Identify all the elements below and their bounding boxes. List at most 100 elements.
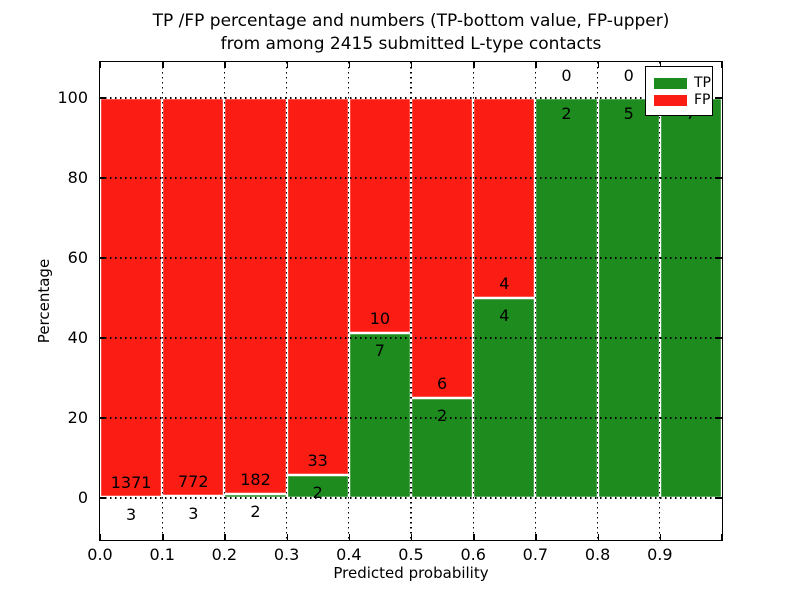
- fp-bar-segment: [286, 98, 349, 476]
- fp-legend-label: FP: [694, 92, 711, 108]
- tp-count-label: 4: [499, 306, 510, 325]
- fp-bar-segment: [162, 98, 225, 497]
- x-tick-mark: [535, 62, 537, 68]
- x-axis-label: Predicted probability: [333, 564, 489, 582]
- tp-count-label: 3: [126, 505, 137, 525]
- fp-legend-swatch: [654, 94, 687, 106]
- x-tick-label: 0.2: [211, 545, 238, 564]
- x-tick-mark: [286, 534, 288, 540]
- x-tick-label: 0.5: [398, 545, 424, 564]
- v-gridline: [596, 62, 599, 540]
- y-tick-label: 100: [57, 88, 88, 107]
- v-gridline: [285, 62, 288, 540]
- y-tick-mark: [100, 497, 106, 499]
- x-tick-label: 0.1: [149, 545, 175, 564]
- fp-count-label: 10: [369, 309, 391, 329]
- x-tick-mark: [348, 62, 351, 68]
- chart-title-line2: from among 2415 submitted L-type contact…: [220, 34, 602, 54]
- x-tick-mark: [224, 62, 226, 68]
- v-gridline: [161, 62, 163, 540]
- x-tick-label: 0.9: [647, 545, 673, 564]
- y-tick-mark: [100, 97, 106, 99]
- tp-bar-segment: [224, 493, 287, 498]
- x-tick-mark: [100, 534, 102, 540]
- x-tick-mark: [162, 534, 164, 540]
- v-gridline: [534, 62, 537, 540]
- x-tick-mark: [720, 534, 722, 540]
- tp-bar-segment: [348, 333, 411, 498]
- fp-count-label: 0: [561, 66, 572, 85]
- x-tick-mark: [659, 62, 662, 68]
- y-tick-label: 20: [67, 408, 88, 427]
- tp-bar-segment: [659, 98, 722, 498]
- y-tick-mark: [716, 177, 722, 179]
- tp-count-label: 7: [374, 341, 385, 361]
- tp-legend-label: TP: [694, 75, 711, 91]
- x-tick-mark: [411, 62, 413, 68]
- y-tick-mark: [716, 257, 722, 259]
- v-gridline: [410, 62, 412, 540]
- fp-bar-segment: [411, 98, 474, 398]
- fp-count-label: 4: [499, 274, 510, 293]
- v-gridline: [348, 62, 350, 540]
- v-gridline: [659, 62, 661, 540]
- x-tick-mark: [720, 62, 722, 68]
- x-tick-label: 0.0: [87, 545, 113, 564]
- tp-count-label: 2: [561, 104, 572, 123]
- y-tick-mark: [100, 337, 106, 339]
- y-tick-mark: [716, 97, 722, 99]
- y-tick-mark: [716, 417, 722, 419]
- tp-count-label: 2: [250, 501, 261, 521]
- tp-bar-segment: [597, 98, 660, 498]
- tp-bar-segment: [162, 496, 225, 498]
- legend: TP FP: [645, 66, 713, 116]
- tp-count-label: 2: [437, 406, 448, 425]
- x-tick-mark: [411, 534, 413, 540]
- x-tick-mark: [473, 534, 475, 540]
- tp-bar-segment: [411, 398, 474, 498]
- x-tick-label: 0.3: [273, 545, 300, 564]
- x-tick-mark: [100, 62, 102, 68]
- legend-row-fp: FP: [654, 92, 712, 108]
- tp-count-label: 3: [188, 504, 199, 524]
- fp-count-label: 772: [178, 472, 209, 492]
- legend-row-tp: TP: [654, 75, 712, 91]
- v-gridline: [223, 62, 226, 540]
- x-tick-mark: [473, 62, 475, 68]
- x-tick-mark: [348, 534, 351, 540]
- fp-bar-segment: [100, 98, 163, 498]
- tp-legend-swatch: [654, 77, 687, 89]
- y-tick-label: 0: [77, 488, 88, 507]
- x-tick-mark: [597, 62, 599, 68]
- y-tick-mark: [716, 497, 722, 499]
- chart-title-line1: TP /FP percentage and numbers (TP-bottom…: [152, 11, 670, 31]
- x-tick-mark: [224, 534, 226, 540]
- x-tick-mark: [162, 62, 164, 68]
- fp-count-label: 33: [307, 451, 328, 471]
- fp-count-label: 1371: [110, 473, 152, 493]
- y-tick-mark: [100, 257, 106, 259]
- v-gridline: [472, 62, 474, 540]
- x-tick-mark: [659, 534, 662, 540]
- x-tick-mark: [535, 534, 537, 540]
- y-tick-label: 60: [67, 248, 88, 267]
- fp-bar-segment: [473, 98, 536, 298]
- x-tick-mark: [286, 62, 288, 68]
- tp-bar-segment: [535, 98, 598, 498]
- tp-bar-segment: [473, 298, 536, 498]
- y-tick-label: 40: [67, 328, 88, 347]
- x-tick-label: 0.6: [460, 545, 486, 564]
- x-tick-mark: [597, 534, 599, 540]
- x-tick-label: 0.7: [522, 545, 549, 564]
- tp-count-label: 2: [312, 483, 323, 503]
- x-tick-label: 0.8: [584, 545, 611, 564]
- plot-area: 13713772318223321076244020507: [98, 60, 723, 541]
- x-tick-label: 0.4: [336, 545, 362, 564]
- fp-bar-segment: [224, 98, 287, 494]
- fp-count-label: 6: [437, 374, 448, 393]
- fp-count-label: 0: [623, 66, 634, 85]
- tp-bar-segment: [286, 475, 349, 498]
- tp-count-label: 5: [623, 104, 634, 123]
- y-tick-mark: [100, 417, 106, 419]
